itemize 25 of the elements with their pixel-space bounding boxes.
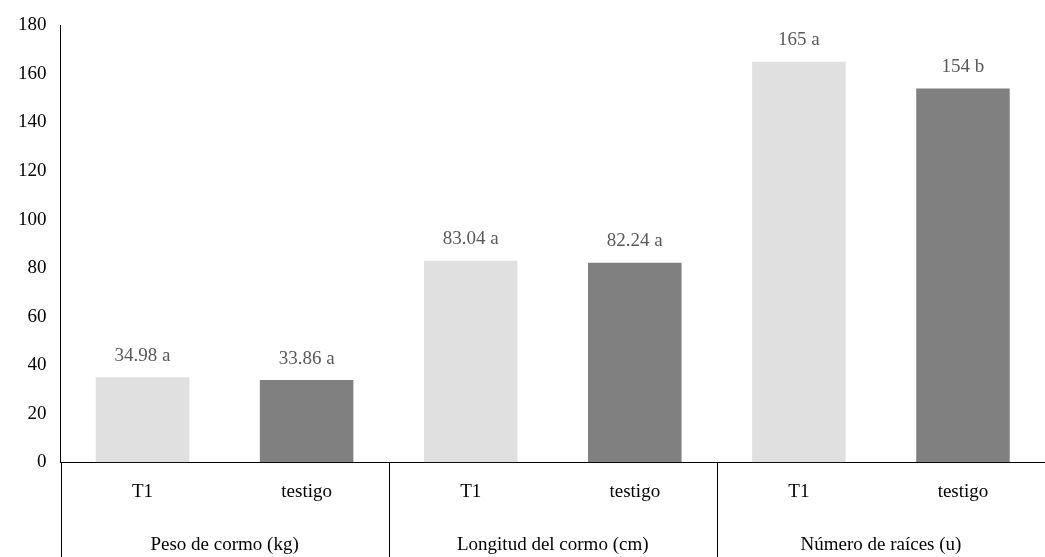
y-tick-label: 0 bbox=[37, 450, 47, 472]
y-tick-label: 140 bbox=[18, 110, 47, 132]
x-tick-label: T1 bbox=[460, 479, 482, 501]
text: Peso de cormo (kg) bbox=[150, 532, 299, 555]
x-tick-label: testigo bbox=[281, 479, 332, 501]
y-tick-label: 60 bbox=[27, 304, 47, 326]
data-label: 82.24 a bbox=[606, 229, 664, 251]
y-tick-label: 180 bbox=[18, 13, 47, 35]
data-label: 165 a bbox=[778, 28, 821, 50]
x-tick-label: T1 bbox=[788, 479, 810, 501]
data-label: 83.04 a bbox=[442, 227, 500, 249]
y-tick-label: 40 bbox=[27, 353, 47, 375]
y-tick-label: 20 bbox=[27, 401, 47, 423]
y-tick-label: 160 bbox=[18, 61, 47, 83]
y-tick-label: 100 bbox=[18, 207, 47, 229]
x-tick-label: T1 bbox=[131, 479, 154, 501]
y-tick-label: 120 bbox=[18, 158, 47, 180]
y-tick-label: 80 bbox=[27, 256, 47, 278]
data-label: 33.86 a bbox=[278, 346, 336, 368]
x-tick-label: testigo bbox=[609, 479, 661, 501]
text: Longitud del cormo (cm) bbox=[456, 532, 649, 555]
x-tick-label: testigo bbox=[937, 479, 989, 501]
text: Número de raíces (u) bbox=[800, 532, 962, 555]
data-label: 34.98 a bbox=[114, 343, 172, 365]
data-label: 154 b bbox=[941, 54, 985, 76]
